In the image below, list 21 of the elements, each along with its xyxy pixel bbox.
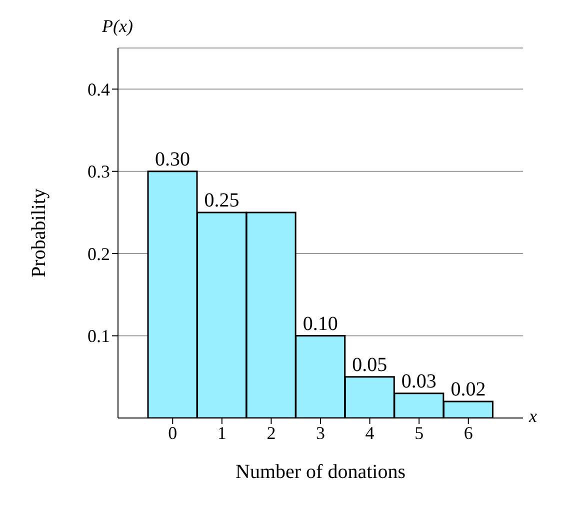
data-label: 0.10 — [302, 312, 338, 335]
y-tick-label: 0.2 — [88, 244, 110, 264]
x-tick-label: 6 — [464, 422, 473, 443]
data-label: 0.02 — [450, 378, 486, 401]
y-axis-title: Probability — [28, 188, 50, 278]
data-label: 0.30 — [155, 148, 190, 170]
x-tick-label: 1 — [217, 422, 226, 443]
y-tick-label: 0.3 — [88, 162, 110, 182]
data-label: 0.25 — [204, 189, 240, 212]
x-tick-label: 3 — [316, 422, 325, 443]
x-tick-label: 4 — [365, 422, 374, 443]
data-label: 0.03 — [401, 370, 436, 392]
x-tick-label: 2 — [266, 422, 276, 443]
y-tick-label: 0.4 — [88, 80, 110, 100]
text: P(x) — [102, 16, 133, 37]
y-tick-label: 0.1 — [88, 326, 110, 346]
x-tick-label: 0 — [168, 422, 178, 443]
x-tick-label: 5 — [414, 422, 424, 443]
data-label: 0.05 — [352, 354, 388, 376]
text: x — [529, 406, 537, 427]
x-axis-title: Number of donations — [236, 461, 406, 483]
